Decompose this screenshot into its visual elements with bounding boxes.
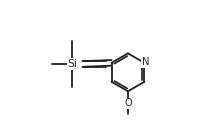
- Text: O: O: [124, 98, 132, 108]
- Text: N: N: [142, 57, 150, 67]
- Text: Si: Si: [67, 59, 77, 69]
